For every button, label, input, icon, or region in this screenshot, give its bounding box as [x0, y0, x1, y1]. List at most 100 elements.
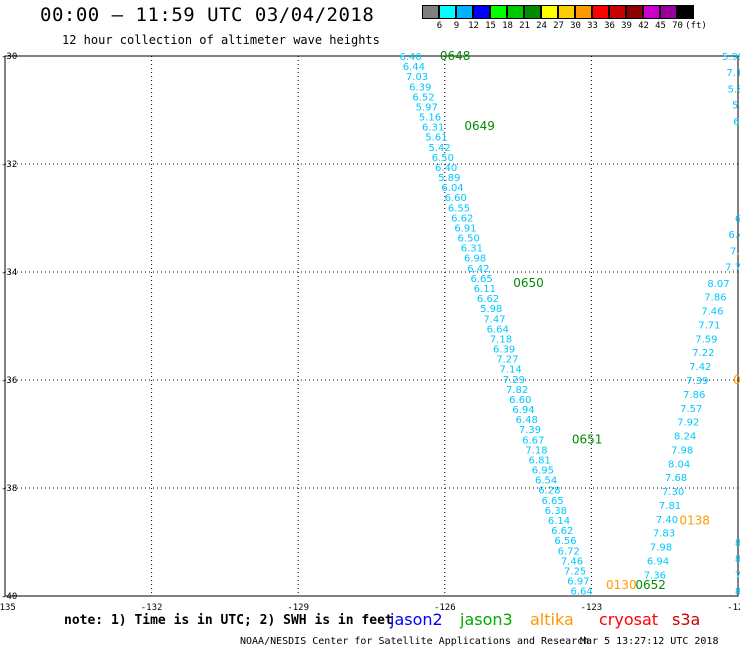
swh-value-label: 6.95	[532, 466, 554, 477]
colorbar-label: 42	[638, 21, 649, 31]
swh-value-label: 7.92	[677, 418, 699, 429]
colorbar-label: 70	[672, 21, 683, 31]
swh-value-label: 7.68	[665, 473, 687, 484]
colorbar-label: 36	[604, 21, 615, 31]
swh-value-label: 5.61	[425, 133, 447, 144]
swh-value-label: 7.83	[653, 529, 675, 540]
longitude-tick-label: -135	[0, 603, 16, 613]
swh-value-label: 6.62	[477, 294, 499, 305]
swh-value-label: 7.86	[704, 293, 726, 304]
swh-value-label: 6.31	[461, 244, 483, 255]
swh-value-label: 6.64	[487, 324, 509, 335]
swh-value-label: 7.81	[659, 501, 681, 512]
swh-value-label: 7.46	[561, 556, 583, 567]
pass-time-label: 0138	[679, 513, 710, 527]
swh-value-label: 7.82	[506, 385, 528, 396]
swh-value-label: 6.50	[432, 153, 454, 164]
latitude-tick-label: -32	[1, 160, 17, 170]
colorbar-swatch	[524, 5, 541, 19]
satellite-legend-altika: altika	[530, 610, 574, 629]
swh-value-label: 7.59	[695, 334, 717, 345]
map-frame	[4, 55, 739, 597]
swh-value-label: 6.62	[451, 213, 473, 224]
swh-value-label: 7.14	[499, 365, 521, 376]
swh-value-label: 6.31	[422, 123, 444, 134]
satellite-legend-jason3: jason3	[460, 610, 513, 629]
swh-value-label: 6.67	[522, 435, 544, 446]
longitude-tick-label: -123	[581, 603, 603, 613]
colorbar-swatch	[558, 5, 575, 19]
colorbar-swatch	[541, 5, 558, 19]
colorbar-swatch	[439, 5, 456, 19]
swh-value-label: 5.42	[429, 143, 451, 154]
swh-value-label: 8	[735, 587, 740, 598]
colorbar-label: 27	[553, 21, 564, 31]
longitude-tick-label: -126	[434, 603, 456, 613]
swh-value-label: 8	[735, 554, 740, 565]
swh-value-label: 6.94	[647, 557, 669, 568]
satellite-legend-jason2: jason2	[390, 610, 443, 629]
latitude-tick-label: -30	[1, 52, 17, 62]
swh-value-label: 7.39	[519, 425, 541, 436]
colorbar-swatch	[473, 5, 490, 19]
swh-value-label: 8.04	[668, 459, 690, 470]
swh-value-label: 5.97	[416, 102, 438, 113]
swh-value-label: 6.81	[529, 455, 551, 466]
swh-value-label: 7.40	[656, 515, 678, 526]
latitude-tick-label: -36	[1, 376, 17, 386]
colorbar-label: 12	[468, 21, 479, 31]
swh-value-label: 6.04	[441, 183, 463, 194]
swh-value-label: 6.64	[570, 587, 592, 598]
colorbar-label: 15	[485, 21, 496, 31]
colorbar-swatch	[490, 5, 507, 19]
colorbar-label: 24	[536, 21, 547, 31]
pass-time-label: 0649	[464, 119, 495, 133]
swh-value-label: 6.72	[558, 546, 580, 557]
swh-value-label: 6.11	[474, 284, 496, 295]
swh-value-label: 7.30	[662, 487, 684, 498]
map-title: 00:00 – 11:59 UTC 03/04/2018	[40, 4, 375, 26]
swh-value-label: 6.54	[535, 476, 557, 487]
footer-note: note: 1) Time is in UTC; 2) SWH is in fe…	[64, 613, 393, 628]
swh-value-label: 7.18	[490, 334, 512, 345]
pass-time-label: 0652	[635, 578, 666, 592]
swh-value-label: 7.25	[564, 566, 586, 577]
swh-value-label: 8.24	[674, 432, 696, 443]
colorbar-swatch	[592, 5, 609, 19]
swh-value-label: 6.94	[512, 405, 534, 416]
swh-value-label: 7.18	[525, 445, 547, 456]
swh-value-label: 6.91	[454, 223, 476, 234]
pass-time-label: 0130	[606, 578, 637, 592]
colorbar-swatch	[507, 5, 524, 19]
swh-value-label: 7.86	[683, 390, 705, 401]
swh-value-label: 8	[735, 538, 740, 549]
colorbar-label: 33	[587, 21, 598, 31]
colorbar-label: 21	[519, 21, 530, 31]
swh-value-label: 7.27	[496, 355, 518, 366]
swh-value-label: 5.98	[480, 304, 502, 315]
colorbar-unit: (ft)	[685, 21, 707, 31]
swh-value-label: 6.55	[448, 203, 470, 214]
pass-time-label: 0648	[440, 49, 471, 63]
swh-value-label: 7.98	[650, 543, 672, 554]
swh-value-label: 7.29	[503, 375, 525, 386]
colorbar-swatch	[422, 5, 439, 19]
colorbar-label: 9	[453, 21, 460, 31]
swh-value-label: 6.65	[470, 274, 492, 285]
swh-value-label: 5.89	[438, 173, 460, 184]
colorbar-swatch	[677, 5, 694, 19]
swh-value-label: 7.03	[406, 72, 428, 83]
colorbar-swatch	[575, 5, 592, 19]
swh-value-label: 5.	[732, 101, 740, 112]
colorbar-swatch	[456, 5, 473, 19]
swh-value-label: 7.42	[689, 362, 711, 373]
swh-value-label: 7.39	[686, 376, 708, 387]
swh-value-label: 6.14	[548, 516, 570, 527]
swh-value-label: 7.47	[483, 314, 505, 325]
swh-value-label: 6.50	[458, 234, 480, 245]
swh-value-label: 6.60	[445, 193, 467, 204]
latitude-tick-label: -38	[1, 484, 17, 494]
pass-time-label: 0	[733, 373, 740, 387]
latitude-tick-label: -40	[1, 592, 17, 602]
colorbar-label: 6	[436, 21, 443, 31]
